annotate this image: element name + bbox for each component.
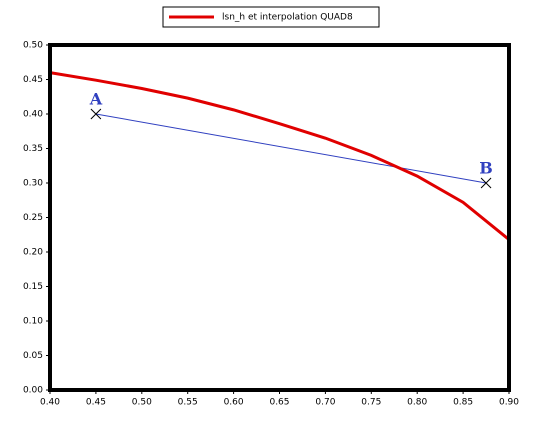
y-tick-label: 0.50 bbox=[23, 41, 43, 51]
point-label: A bbox=[89, 90, 103, 109]
legend-box bbox=[162, 6, 380, 28]
y-tick-label: 0.30 bbox=[23, 179, 43, 189]
y-tick-label: 0.10 bbox=[23, 317, 43, 327]
x-tick-label: 0.55 bbox=[178, 398, 198, 408]
y-tick-label: 0.35 bbox=[23, 144, 43, 154]
y-tick-label: 0.15 bbox=[23, 282, 43, 292]
x-tick-label: 0.60 bbox=[224, 398, 244, 408]
x-tick-label: 0.70 bbox=[315, 398, 335, 408]
x-tick-label: 0.40 bbox=[40, 398, 60, 408]
x-tick-label: 0.45 bbox=[86, 398, 106, 408]
x-tick-label: 0.85 bbox=[453, 398, 473, 408]
x-tick-label: 0.90 bbox=[499, 398, 519, 408]
y-tick-label: 0.05 bbox=[23, 351, 43, 361]
legend-label: lsn_h et interpolation QUAD8 bbox=[222, 13, 353, 23]
x-tick-label: 0.50 bbox=[132, 398, 152, 408]
point-label: B bbox=[479, 159, 493, 178]
y-tick-label: 0.00 bbox=[23, 386, 43, 396]
point-marker bbox=[480, 177, 492, 189]
y-tick-label: 0.45 bbox=[23, 75, 43, 85]
y-tick-label: 0.40 bbox=[23, 110, 43, 120]
y-tick-label: 0.20 bbox=[23, 248, 43, 258]
y-tick-label: 0.25 bbox=[23, 213, 43, 223]
point-marker bbox=[90, 108, 102, 120]
x-tick-label: 0.75 bbox=[361, 398, 381, 408]
plot-frame bbox=[48, 43, 511, 392]
segment-line bbox=[95, 113, 487, 184]
series-line bbox=[49, 71, 510, 241]
x-tick-label: 0.80 bbox=[407, 398, 427, 408]
x-tick-label: 0.65 bbox=[269, 398, 289, 408]
